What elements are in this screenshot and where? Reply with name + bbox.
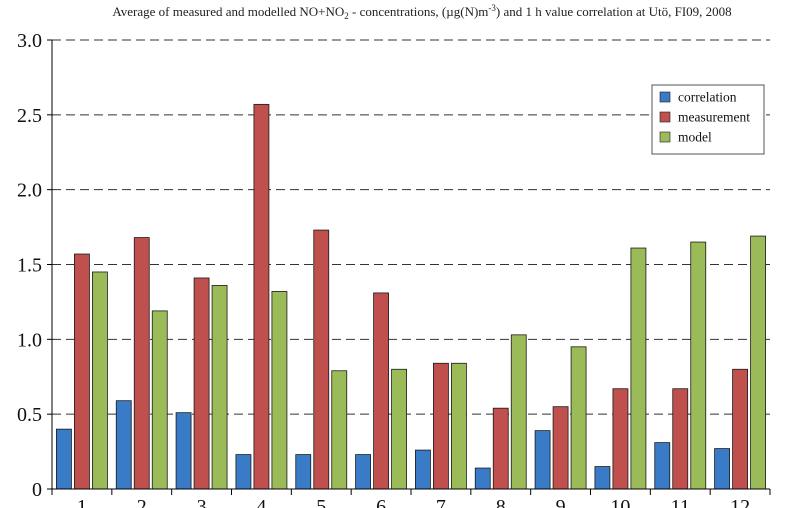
bar-model-11: [690, 241, 707, 490]
bar-correlation-5: [295, 454, 312, 490]
x-tick-label-2: 2: [137, 496, 147, 508]
bar-measurement-12: [732, 368, 748, 490]
x-tick-label-3: 3: [197, 496, 207, 508]
chart-title-part-3: ) and 1 h value correlation at Utö, FI09…: [496, 4, 732, 19]
y-tick-label: 1.0: [17, 329, 42, 351]
chart-title-part-2: - concentrations, (µg(N)m: [349, 4, 489, 19]
x-tick-label-8: 8: [496, 496, 506, 508]
x-axis-tick-labels: 1 2 3 4 5 6 7 8 9 10 11 12: [51, 489, 771, 508]
bar-model-9: [570, 346, 587, 490]
x-tick-label-5: 5: [316, 496, 326, 508]
bar-correlation-10: [594, 466, 611, 490]
y-tick-label: 3.0: [17, 30, 42, 52]
legend-label-correlation: correlation: [678, 90, 737, 105]
y-tick-label: 1.5: [17, 255, 42, 277]
y-tick-label: 2.0: [17, 180, 42, 202]
bar-measurement-5: [313, 229, 330, 490]
bars: [56, 103, 766, 490]
bar-measurement-8: [492, 407, 509, 490]
bar-correlation-8: [474, 467, 491, 490]
bar-measurement-2: [133, 237, 150, 490]
x-tick-label-1: 1: [77, 496, 87, 508]
x-tick-label-4: 4: [256, 496, 266, 508]
bar-model-8: [510, 334, 527, 490]
bar-model-5: [331, 370, 348, 490]
legend-swatch-model: [659, 131, 671, 143]
legend-swatch-measurement: [659, 111, 671, 123]
bar-measurement-11: [672, 388, 689, 490]
bar-measurement-4: [253, 103, 270, 490]
legend-swatch-correlation: [659, 91, 671, 103]
y-tick-label: 0: [32, 479, 42, 501]
bar-model-6: [391, 368, 407, 490]
bar-correlation-12: [714, 448, 730, 490]
legend: correlation measurement model: [651, 84, 765, 155]
legend-label-measurement: measurement: [678, 110, 750, 125]
x-tick-label-11: 11: [671, 496, 690, 508]
legend-box: [651, 84, 765, 155]
bar-model-7: [451, 362, 467, 490]
bar-model-10: [630, 247, 647, 490]
bar-measurement-1: [74, 253, 90, 490]
bar-model-1: [92, 271, 108, 490]
chart-title-part-1: Average of measured and modelled NO+NO: [112, 4, 344, 19]
bar-measurement-10: [612, 388, 629, 490]
bar-correlation-2: [115, 400, 132, 490]
chart-title-subscript: 2: [344, 11, 349, 21]
bar-correlation-3: [175, 412, 192, 490]
bar-correlation-1: [56, 428, 72, 490]
bar-measurement-6: [373, 292, 389, 490]
y-tick-label: 2.5: [17, 105, 42, 127]
bar-model-4: [271, 291, 288, 490]
bar-correlation-11: [654, 442, 671, 490]
bar-correlation-4: [235, 454, 252, 490]
bar-model-12: [750, 235, 766, 490]
bar-model-2: [151, 310, 168, 490]
x-tick-label-9: 9: [556, 496, 566, 508]
chart-title: Average of measured and modelled NO+NO2 …: [112, 3, 731, 21]
y-tick-label: 0.5: [17, 404, 42, 426]
x-tick-label-12: 12: [730, 496, 750, 508]
bar-model-3: [211, 285, 228, 490]
bar-correlation-6: [355, 454, 371, 490]
x-tick-label-6: 6: [376, 496, 386, 508]
bar-measurement-3: [193, 277, 210, 490]
x-tick-label-10: 10: [610, 496, 630, 508]
x-tick-label-7: 7: [436, 496, 446, 508]
legend-label-model: model: [678, 130, 712, 145]
bar-measurement-9: [552, 406, 569, 490]
bar-measurement-7: [433, 362, 449, 490]
gridlines: [52, 39, 770, 415]
chart-title-superscript: -3: [488, 3, 496, 13]
y-axis-tick-labels: 0 0.5 1.0 1.5 2.0 2.5 3.0: [17, 30, 52, 501]
bar-correlation-7: [415, 449, 431, 490]
bar-correlation-9: [534, 430, 551, 490]
